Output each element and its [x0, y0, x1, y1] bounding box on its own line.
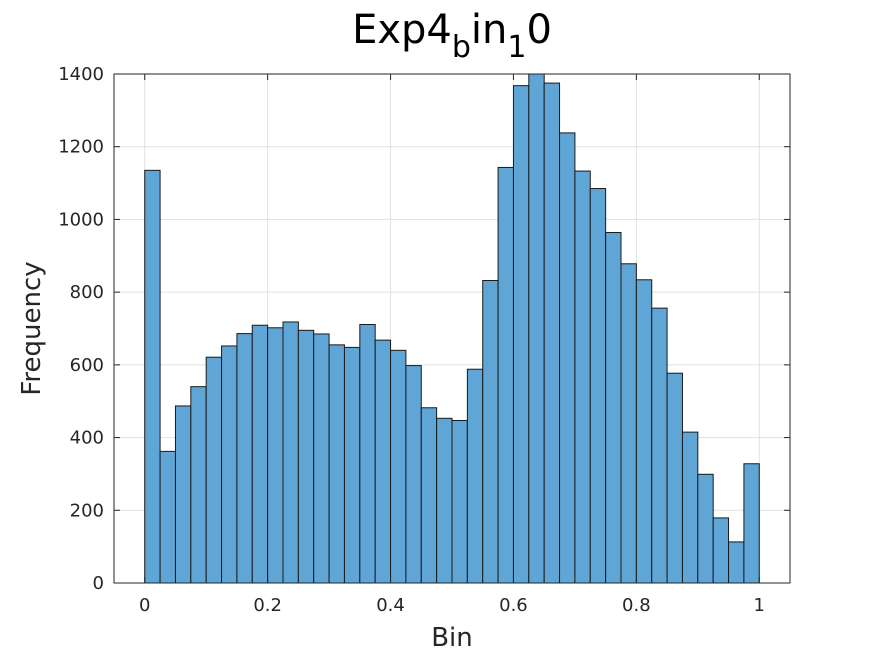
y-tick-label: 0 — [93, 573, 104, 594]
axis-ticks: 0 0.2 0.4 0.6 0.8 1 0 200 400 600 800 1000 1200 1400 — [58, 64, 790, 616]
histogram-bar — [589, 188, 607, 584]
histogram-bar — [343, 346, 361, 584]
x-tick-label: 0.2 — [253, 595, 282, 616]
histogram-bar — [205, 356, 223, 584]
y-tick-label: 200 — [70, 500, 104, 521]
histogram-bar — [635, 279, 653, 584]
histogram-bar — [297, 329, 315, 584]
histogram-bar — [712, 517, 730, 584]
title-segment: in — [471, 7, 507, 53]
histogram-bar — [605, 232, 622, 584]
histogram-bar — [328, 344, 345, 584]
x-tick-label: 0 — [139, 595, 150, 616]
chart-title: Exp4bin10 — [352, 7, 552, 65]
histogram-bar — [390, 349, 407, 584]
x-tick-label: 0.4 — [376, 595, 405, 616]
histogram-bar — [251, 324, 269, 584]
axes-box — [113, 73, 791, 584]
histogram-bar — [221, 345, 238, 584]
histogram-bar — [620, 263, 637, 584]
histogram-bar — [651, 307, 668, 584]
histogram-bar — [482, 280, 499, 584]
histogram-bar — [374, 339, 392, 584]
histogram-bar — [420, 407, 438, 584]
title-subscript: 1 — [507, 30, 526, 65]
histogram-bar — [559, 132, 576, 584]
histogram-bar — [313, 333, 330, 584]
histogram-bar — [681, 431, 699, 584]
histogram-bar — [528, 73, 545, 584]
histogram-bar — [512, 85, 530, 584]
histogram-bar — [405, 365, 422, 584]
histogram-bar — [282, 321, 299, 584]
histogram-bar — [236, 333, 253, 584]
histogram-bar — [666, 372, 683, 584]
histogram-bar — [190, 386, 207, 584]
histogram-bar — [574, 170, 591, 584]
y-tick-label: 400 — [70, 428, 104, 449]
y-tick-label: 1200 — [58, 137, 104, 158]
histogram-bar — [144, 169, 161, 584]
histogram-bar — [436, 417, 453, 584]
histogram-bar — [728, 541, 745, 584]
y-axis-label: Frequency — [17, 261, 47, 395]
histogram-bar — [697, 473, 714, 584]
histogram-bars — [144, 73, 760, 584]
histogram-bar — [267, 327, 284, 584]
x-tick-label: 0.8 — [622, 595, 651, 616]
x-axis-label: Bin — [431, 623, 473, 653]
histogram-bar — [451, 419, 468, 584]
histogram-bar — [359, 324, 376, 584]
histogram-bar — [159, 450, 176, 584]
histogram-bar — [466, 368, 484, 584]
y-tick-label: 1000 — [58, 209, 104, 230]
title-subscript: b — [452, 30, 471, 65]
y-tick-label: 1400 — [58, 64, 104, 85]
x-tick-label: 1 — [754, 595, 765, 616]
title-segment: Exp4 — [352, 7, 452, 53]
x-tick-label: 0.6 — [499, 595, 528, 616]
histogram-bar — [174, 405, 192, 584]
histogram-bar — [743, 463, 760, 584]
histogram-bar — [497, 166, 514, 584]
y-tick-label: 800 — [70, 282, 104, 303]
title-segment: 0 — [526, 7, 551, 53]
histogram-bar — [543, 82, 561, 584]
y-tick-label: 600 — [70, 355, 104, 376]
